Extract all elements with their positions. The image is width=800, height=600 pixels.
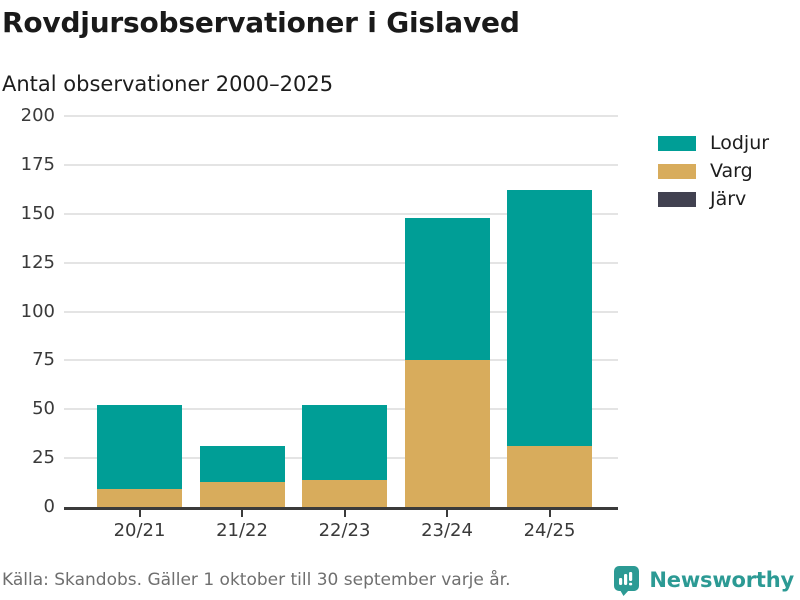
gridline — [64, 212, 618, 215]
bar-segment-lodjur-24/25 — [507, 190, 592, 447]
x-axis-tick — [343, 510, 346, 517]
newsworthy-logo-icon — [614, 565, 640, 596]
x-axis-tick — [241, 510, 243, 517]
legend-item-lodjur: Lodjur — [658, 132, 770, 154]
y-axis-tick-label: 75 — [32, 349, 55, 371]
y-axis-tick-label: 100 — [20, 300, 55, 322]
x-axis-tick — [548, 510, 551, 517]
gridline — [64, 359, 618, 362]
legend-label: Lodjur — [710, 132, 770, 154]
bar-segment-varg-23/24 — [404, 360, 490, 507]
bar-segment-varg-20/21 — [97, 489, 182, 507]
x-axis-tick-label: 21/22 — [216, 520, 268, 541]
bar-segment-lodjur-22/23 — [302, 405, 387, 480]
plot-area — [64, 115, 618, 510]
gridline — [64, 310, 618, 313]
bar-segment-lodjur-20/21 — [97, 405, 182, 490]
bar-segment-varg-22/23 — [302, 479, 387, 507]
chart-subtitle: Antal observationer 2000–2025 — [2, 72, 334, 96]
y-axis-tick-label: 50 — [32, 398, 55, 420]
x-axis-tick-label: 20/21 — [113, 520, 166, 541]
y-axis-tick-label: 125 — [20, 251, 55, 273]
x-axis-tick-label: 23/24 — [421, 520, 473, 541]
y-axis-tick-label: 150 — [20, 202, 55, 224]
legend-swatch — [658, 192, 696, 207]
y-axis-tick-label: 200 — [20, 105, 55, 126]
gridline — [64, 115, 618, 117]
legend-label: Varg — [710, 160, 753, 182]
bar-segment-lodjur-23/24 — [404, 217, 490, 361]
gridline — [64, 163, 618, 166]
x-axis-tick — [446, 510, 448, 517]
newsworthy-logo[interactable]: Newsworthy — [613, 565, 794, 596]
x-axis-tick — [138, 510, 141, 517]
legend-item-varg: Varg — [658, 160, 769, 182]
legend-swatch — [658, 136, 696, 151]
footer: Källa: Skandobs. Gäller 1 oktober till 3… — [0, 563, 800, 597]
y-axis-tick-label: 175 — [20, 153, 55, 175]
chart-title: Rovdjursobservationer i Gislaved — [2, 6, 520, 39]
bar-24/25 — [507, 190, 592, 507]
newsworthy-logo-text: Newsworthy — [649, 568, 794, 592]
bar-segment-varg-24/25 — [507, 446, 592, 507]
legend: Lodjur Varg Järv — [658, 132, 770, 220]
legend-swatch — [658, 164, 696, 179]
bar-21/22 — [199, 446, 285, 507]
bar-20/21 — [97, 405, 182, 507]
y-axis-tick-label: 0 — [43, 496, 55, 517]
y-axis-tick-label: 25 — [32, 447, 55, 469]
legend-item-järv: Järv — [658, 188, 769, 210]
source-note: Källa: Skandobs. Gäller 1 oktober till 3… — [2, 570, 511, 590]
bar-23/24 — [404, 217, 490, 507]
x-axis-tick-label: 24/25 — [523, 520, 576, 541]
x-axis-tick-label: 22/23 — [318, 520, 371, 541]
legend-label: Järv — [710, 188, 747, 210]
gridline — [64, 261, 618, 264]
bar-segment-varg-21/22 — [199, 481, 285, 507]
bar-22/23 — [302, 405, 387, 507]
bar-segment-lodjur-21/22 — [199, 446, 285, 482]
